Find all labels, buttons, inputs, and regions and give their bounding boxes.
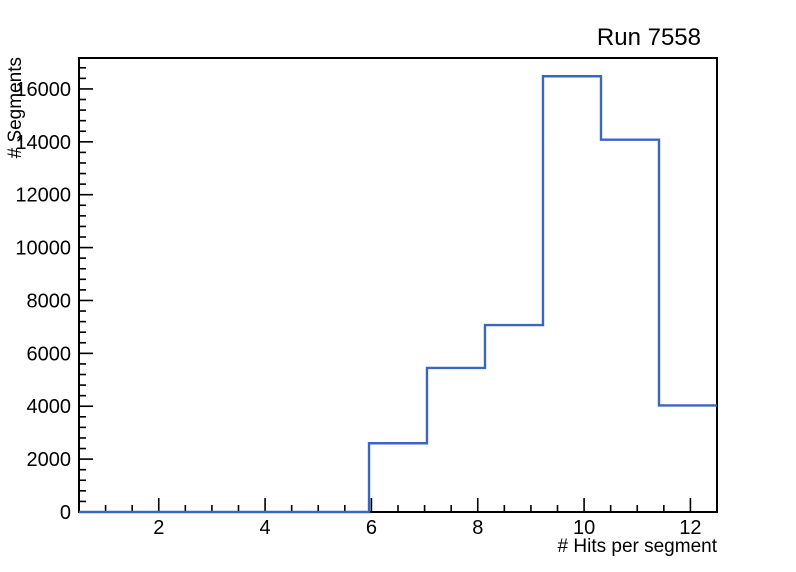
x-tick-label: 4 xyxy=(260,517,271,539)
y-tick-label: 14000 xyxy=(15,132,71,154)
x-tick-label: 10 xyxy=(573,517,595,539)
plot-title: Run 7558 xyxy=(596,24,701,51)
y-tick-label: 0 xyxy=(60,502,71,524)
y-tick-label: 10000 xyxy=(15,238,71,260)
y-tick-label: 16000 xyxy=(15,79,71,101)
x-tick-label: 8 xyxy=(472,517,483,539)
y-tick-label: 6000 xyxy=(27,343,72,365)
x-tick-label: 12 xyxy=(679,517,701,539)
histogram-step-line xyxy=(79,75,717,514)
x-axis-title: # Hits per segment xyxy=(557,536,717,557)
y-axis-title: # Segments xyxy=(5,57,26,159)
y-tick-label: 8000 xyxy=(27,290,72,312)
x-tick-label: 6 xyxy=(366,517,377,539)
y-tick-label: 12000 xyxy=(15,185,71,207)
x-tick-label: 2 xyxy=(153,517,164,539)
y-tick-label: 2000 xyxy=(27,449,72,471)
y-tick-label: 4000 xyxy=(27,396,72,418)
